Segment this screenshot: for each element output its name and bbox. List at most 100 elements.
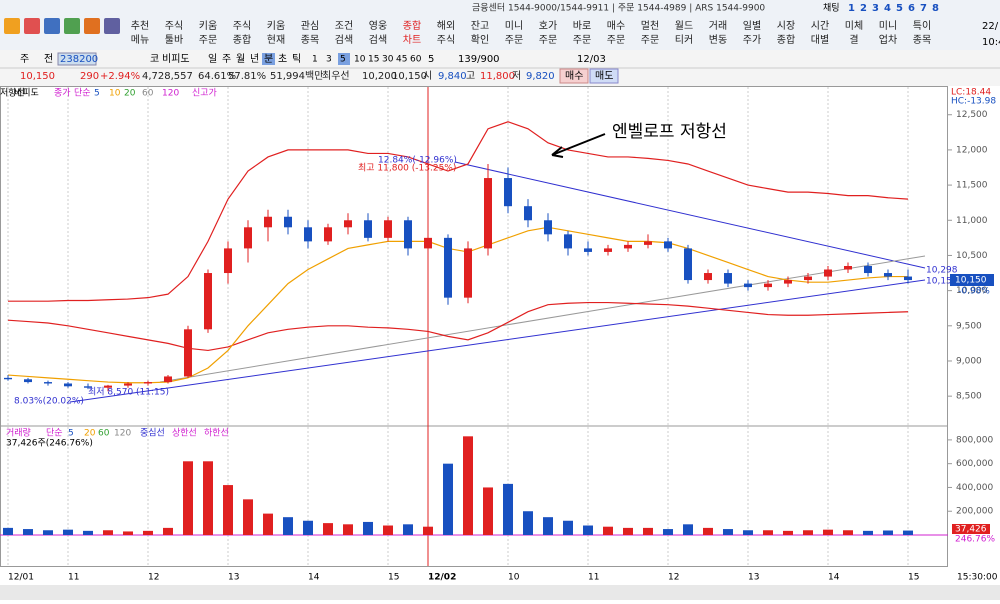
menu-item[interactable]: 종합 xyxy=(777,34,795,46)
tab[interactable]: 1 xyxy=(848,3,855,14)
annotation: HC:-13.98 xyxy=(951,97,996,107)
menu-item[interactable]: 툴바 xyxy=(165,34,183,46)
menu-item[interactable]: 멀천 xyxy=(641,19,659,32)
candle-body xyxy=(884,273,892,277)
menu-item[interactable]: 업차 xyxy=(879,33,897,46)
menu-item[interactable]: 결 xyxy=(849,34,858,46)
menu-item[interactable]: 호가 xyxy=(539,20,557,32)
sell-btn[interactable] xyxy=(589,68,619,84)
menu-item[interactable]: 메뉴 xyxy=(131,34,149,46)
menu-item[interactable]: 확인 xyxy=(471,34,489,46)
menu-item[interactable]: 시간 xyxy=(811,20,829,32)
menu-item[interactable]: 주가 xyxy=(743,34,761,46)
quote-price: 10,150 xyxy=(20,71,55,82)
menu-item[interactable]: 일별 xyxy=(743,20,761,32)
menu-item[interactable]: 미니 xyxy=(505,20,523,32)
menu-item[interactable]: 관심 xyxy=(301,20,319,32)
minute[interactable]: 10 xyxy=(354,55,366,65)
menu-item[interactable]: 추천 xyxy=(131,20,149,32)
tab[interactable]: 4 xyxy=(884,3,891,14)
period[interactable]: 초 xyxy=(278,53,287,65)
period[interactable]: 월 xyxy=(236,53,245,65)
candle-body xyxy=(424,237,432,249)
minute[interactable]: 1 xyxy=(312,55,318,65)
tab[interactable]: 5 xyxy=(896,3,903,14)
buy-btn[interactable] xyxy=(559,68,589,84)
icon[interactable] xyxy=(24,18,40,34)
menu-item[interactable]: 주식 xyxy=(437,34,455,46)
menu-item[interactable]: 미니 xyxy=(879,20,897,32)
tab[interactable]: 2 xyxy=(860,3,867,14)
menu-item[interactable]: 주문 xyxy=(607,34,625,46)
tab[interactable]: 7 xyxy=(920,3,927,14)
volume-bar xyxy=(223,485,233,536)
candle-body xyxy=(364,220,372,238)
menu-item[interactable]: 키움 xyxy=(199,20,217,32)
menu-item[interactable]: 월드 xyxy=(675,20,693,32)
menu-item[interactable]: 조건 xyxy=(335,20,353,32)
menu-item[interactable]: 검색 xyxy=(369,34,387,46)
name[interactable]: 비피도 xyxy=(162,53,190,65)
menu-item[interactable]: 주식 xyxy=(165,20,183,32)
menu-item[interactable]: 대별 xyxy=(811,34,829,46)
menu-item[interactable]: 주문 xyxy=(539,34,557,46)
minute[interactable]: 15 xyxy=(368,55,379,65)
menu-item[interactable]: 변동 xyxy=(709,34,727,46)
menu-item[interactable]: 주문 xyxy=(641,34,659,46)
icon[interactable] xyxy=(44,18,60,34)
x-tick-label: 13 xyxy=(748,573,759,583)
period[interactable]: 분 xyxy=(264,53,273,65)
menu-item[interactable]: 매수 xyxy=(607,20,625,32)
candle-body xyxy=(664,241,672,249)
scrollbar[interactable] xyxy=(0,585,1000,600)
tab[interactable]: 3 xyxy=(872,3,879,14)
icon[interactable] xyxy=(4,18,20,34)
minute[interactable]: 5 xyxy=(340,55,346,65)
chat: 채팅 xyxy=(823,3,840,14)
period[interactable]: 틱 xyxy=(292,53,301,65)
tab[interactable]: 8 xyxy=(932,3,939,14)
menu-item[interactable]: 바로 xyxy=(573,20,591,32)
menu-item[interactable]: 키움 xyxy=(267,20,285,32)
legend: 10 xyxy=(109,89,121,99)
menu-item[interactable]: 거래 xyxy=(709,20,727,32)
menu-item[interactable]: 특이 xyxy=(913,20,931,32)
icon[interactable] xyxy=(104,18,120,34)
menu-item[interactable]: 티커 xyxy=(675,34,693,46)
minute[interactable]: 3 xyxy=(326,55,332,65)
code[interactable]: 238200 xyxy=(60,54,98,65)
menu-item[interactable]: 주문 xyxy=(199,34,217,46)
menu-item[interactable]: 시장 xyxy=(777,20,795,32)
candle-body xyxy=(544,220,552,235)
menu-item[interactable]: 종합 xyxy=(233,34,251,46)
menu-item[interactable]: 종합 xyxy=(403,20,421,32)
menu-item[interactable]: 미체 xyxy=(845,20,863,32)
menu-item[interactable]: 주문 xyxy=(505,34,523,46)
unit[interactable]: 5 xyxy=(428,54,434,65)
menu-item[interactable]: 현재 xyxy=(267,34,285,46)
menu-item[interactable]: 주식 xyxy=(233,20,251,32)
menu-item[interactable]: 잔고 xyxy=(471,20,489,32)
buy[interactable]: 매수 xyxy=(565,70,583,82)
period[interactable]: 주 xyxy=(222,54,231,65)
menu-item[interactable]: 주문 xyxy=(573,34,591,46)
icon[interactable] xyxy=(64,18,80,34)
menu-item[interactable]: 검색 xyxy=(335,34,353,46)
period[interactable]: 일 xyxy=(208,53,217,65)
icon[interactable] xyxy=(84,18,100,34)
tab[interactable]: 6 xyxy=(908,3,915,14)
volume-info: 37,426주(246.76%) xyxy=(6,438,93,449)
quote-open-label: 시 xyxy=(423,70,432,82)
date[interactable]: 12/03 xyxy=(577,54,606,65)
minute[interactable]: 60 xyxy=(410,55,422,65)
menu-item[interactable]: 영웅 xyxy=(369,20,387,32)
menu-item[interactable]: 종목 xyxy=(913,34,931,46)
menu-item[interactable]: 차트 xyxy=(403,34,421,46)
period[interactable]: 년 xyxy=(250,53,259,65)
menu-item[interactable]: 종목 xyxy=(301,34,319,46)
minute[interactable]: 45 xyxy=(396,55,407,65)
x-tick-label: 14 xyxy=(828,573,840,583)
minute[interactable]: 30 xyxy=(382,55,394,65)
sell[interactable]: 매도 xyxy=(595,70,613,82)
menu-item[interactable]: 해외 xyxy=(437,19,455,32)
